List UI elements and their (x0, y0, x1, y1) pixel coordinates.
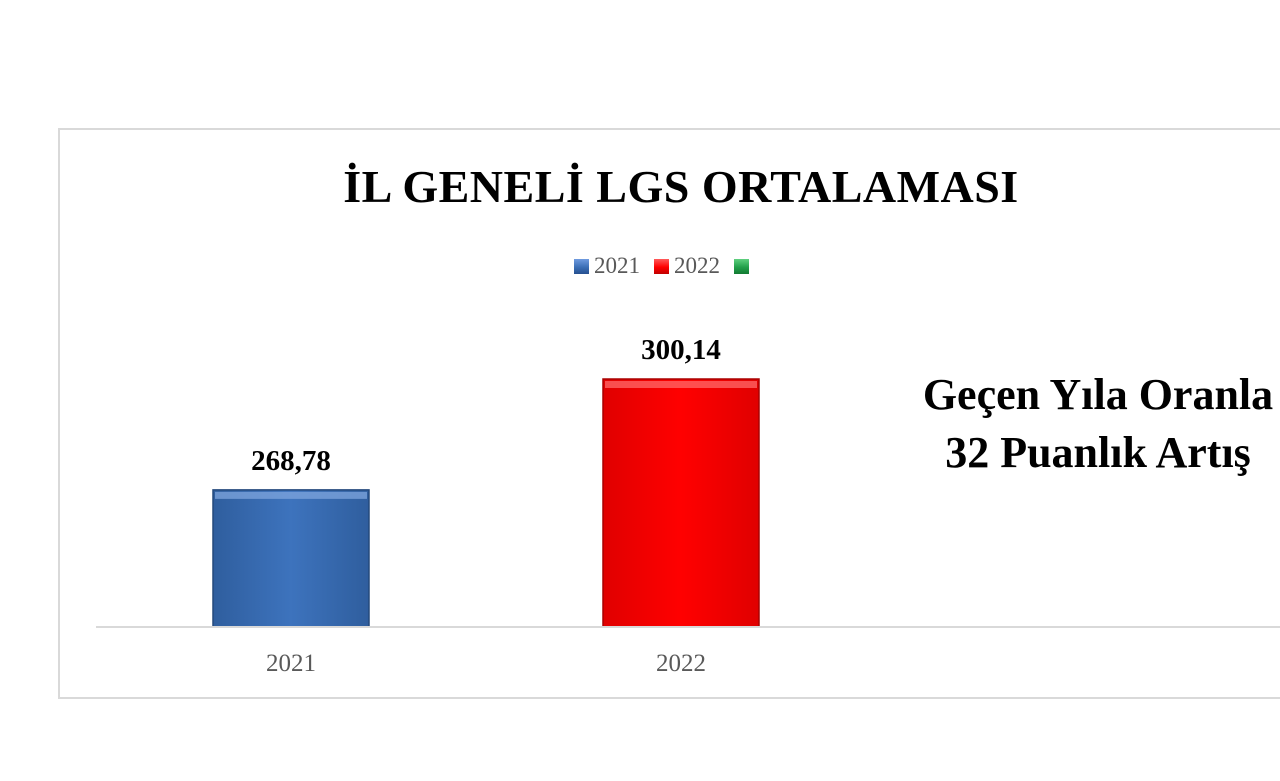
legend: 2021 2022 (574, 252, 768, 280)
bar-2021 (212, 489, 370, 628)
x-tick-label-2022: 2022 (656, 650, 706, 677)
legend-item-2022: 2022 (654, 253, 720, 279)
increase-annotation: Geçen Yıla Oranla 32 Puanlık Artış (838, 366, 1280, 482)
x-tick-label-2021: 2021 (266, 650, 316, 677)
legend-item-2021: 2021 (574, 253, 640, 279)
data-label-2021: 268,78 (251, 445, 331, 477)
data-label-2022: 300,14 (641, 334, 721, 366)
legend-swatch-unnamed (734, 258, 749, 274)
legend-item-unnamed (734, 258, 754, 274)
bar-bevel-2022 (605, 381, 757, 388)
annotation-line-2: 32 Puanlık Artış (945, 428, 1251, 477)
legend-label-2022: 2022 (674, 253, 720, 278)
bar-2022 (602, 378, 760, 628)
bars-layer: 268,78 2021 300,14 2022 (212, 334, 760, 677)
bar-bevel-2021 (215, 491, 367, 499)
legend-swatch-2022 (654, 258, 669, 274)
legend-label-2021: 2021 (594, 253, 640, 278)
legend-swatch-2021 (574, 258, 589, 274)
annotation-line-1: Geçen Yıla Oranla (922, 370, 1274, 419)
chart-title: İL GENELİ LGS ORTALAMASI (343, 161, 1019, 212)
